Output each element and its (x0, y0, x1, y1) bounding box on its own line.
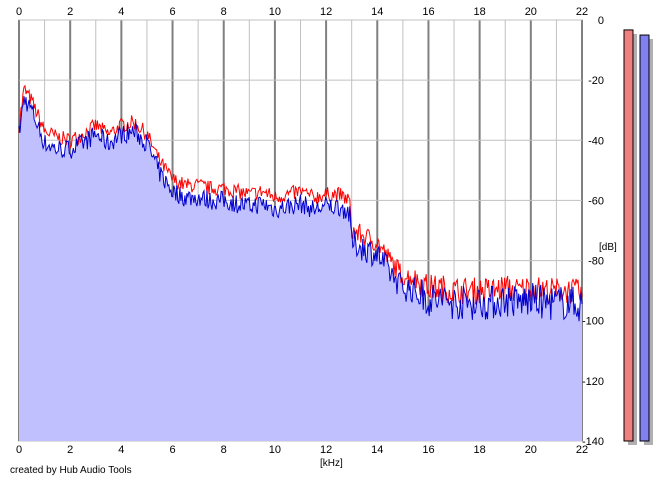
top-x-tick-label: 22 (576, 6, 588, 18)
bottom-x-tick-label: 10 (269, 444, 281, 456)
bottom-x-tick-label: 6 (169, 444, 175, 456)
level-meters (623, 29, 653, 446)
bottom-x-tick-labels: 0 2 4 6 8 10 12 14 16 18 20 22 (16, 444, 588, 456)
top-x-tick-labels: 0 2 4 6 8 10 12 14 16 18 20 22 (16, 6, 588, 18)
meter-right (639, 34, 650, 442)
spectrum-fill (19, 96, 582, 441)
top-x-tick-label: 10 (269, 6, 281, 18)
bottom-x-tick-label: 22 (576, 444, 588, 456)
series-lines (18, 84, 583, 322)
top-x-tick-label: 14 (371, 6, 383, 18)
series-line-red (18, 84, 583, 306)
top-x-tick-label: 0 (16, 6, 22, 18)
bottom-x-tick-label: 2 (67, 444, 73, 456)
spectrum-area (19, 96, 582, 441)
bottom-x-tick-label: 12 (320, 444, 332, 456)
bottom-x-tick-label: 0 (16, 444, 22, 456)
top-x-tick-label: 18 (474, 6, 486, 18)
y-tick-label: -40 (588, 135, 604, 147)
meter-left (623, 29, 634, 442)
bottom-x-tick-label: 18 (474, 444, 486, 456)
x-axis-label: [kHz] (320, 458, 343, 469)
y-tick-label: -80 (588, 256, 604, 268)
y-tick-label: -120 (582, 376, 604, 388)
y-axis-label: [dB] (599, 242, 617, 253)
top-x-tick-label: 6 (169, 6, 175, 18)
top-x-tick-label: 16 (422, 6, 434, 18)
top-x-tick-label: 20 (525, 6, 537, 18)
y-tick-labels: 0 -20 -40 -60 -80 -100 -120 -140 (582, 15, 604, 448)
y-tick-label: -140 (582, 436, 604, 448)
y-tick-label: 0 (598, 15, 604, 27)
bottom-x-tick-label: 8 (221, 444, 227, 456)
series-line-blue (18, 96, 583, 322)
bottom-x-tick-label: 20 (525, 444, 537, 456)
top-x-tick-label: 2 (67, 6, 73, 18)
bottom-x-tick-label: 4 (118, 444, 124, 456)
y-tick-label: -60 (588, 195, 604, 207)
top-x-tick-label: 8 (221, 6, 227, 18)
bottom-x-tick-label: 16 (422, 444, 434, 456)
credit-text: created by Hub Audio Tools (10, 465, 132, 476)
bottom-x-tick-label: 14 (371, 444, 383, 456)
y-tick-label: -100 (582, 316, 604, 328)
top-x-tick-label: 4 (118, 6, 124, 18)
top-x-tick-label: 12 (320, 6, 332, 18)
y-tick-label: -20 (588, 75, 604, 87)
